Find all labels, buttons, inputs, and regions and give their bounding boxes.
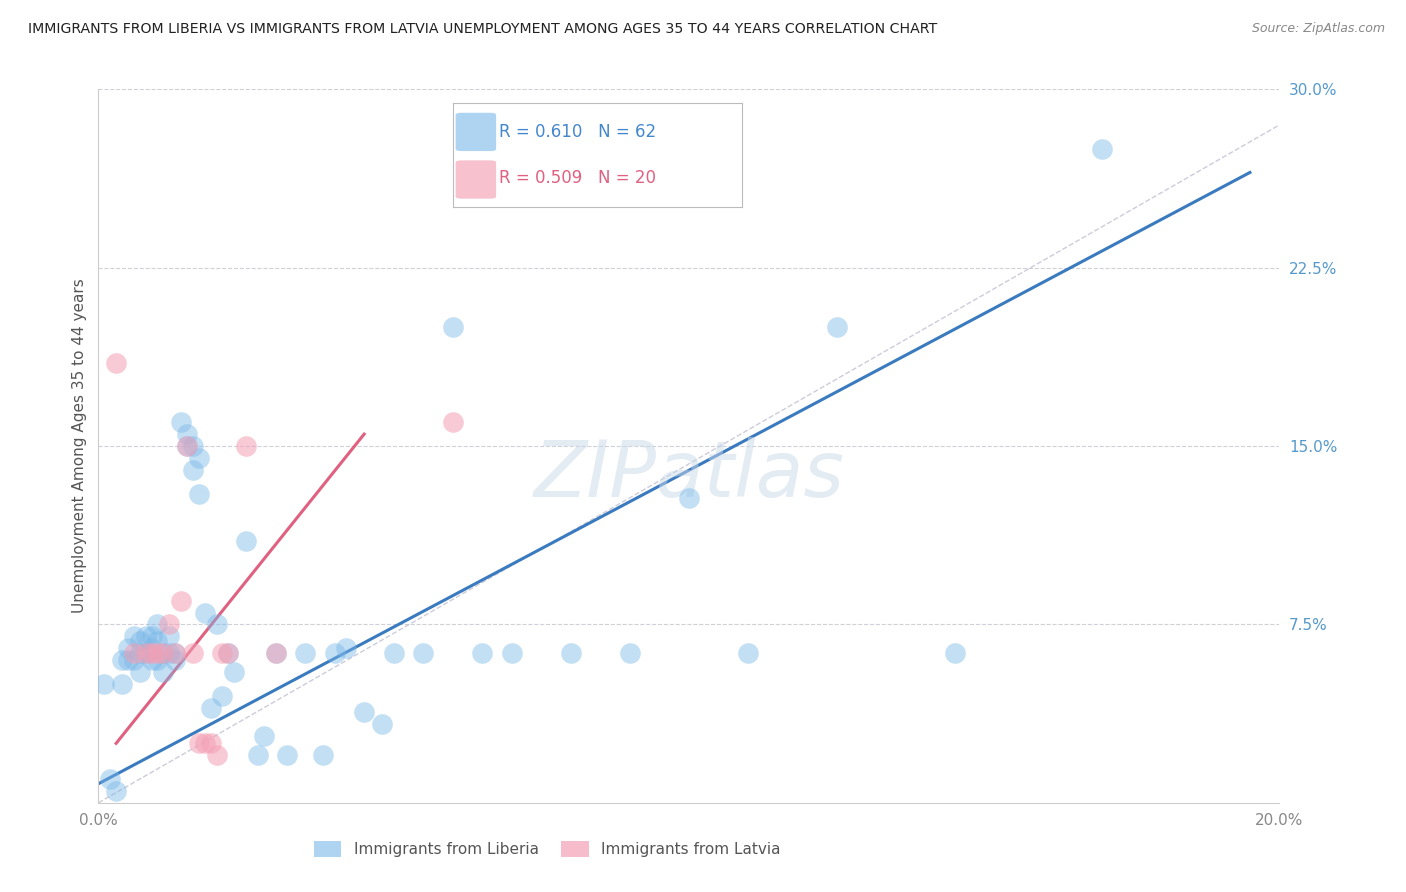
Text: IMMIGRANTS FROM LIBERIA VS IMMIGRANTS FROM LATVIA UNEMPLOYMENT AMONG AGES 35 TO : IMMIGRANTS FROM LIBERIA VS IMMIGRANTS FR… xyxy=(28,22,938,37)
Point xyxy=(211,646,233,660)
Point xyxy=(187,486,209,500)
Point xyxy=(335,641,357,656)
Point xyxy=(176,439,198,453)
Point xyxy=(371,717,394,731)
Point xyxy=(323,646,346,660)
Point xyxy=(152,646,174,660)
Point xyxy=(135,646,157,660)
Text: ZIPatlas: ZIPatlas xyxy=(533,436,845,513)
Point xyxy=(141,629,163,643)
Point xyxy=(98,772,121,786)
Point xyxy=(217,646,239,660)
Point xyxy=(825,320,848,334)
Point xyxy=(141,646,163,660)
Point xyxy=(382,646,405,660)
Point xyxy=(181,463,204,477)
Point xyxy=(187,450,209,465)
Point xyxy=(211,689,233,703)
Point xyxy=(501,646,523,660)
Point xyxy=(181,439,204,453)
Point xyxy=(122,629,145,643)
Point xyxy=(93,677,115,691)
Text: Source: ZipAtlas.com: Source: ZipAtlas.com xyxy=(1251,22,1385,36)
Point xyxy=(678,491,700,506)
Y-axis label: Unemployment Among Ages 35 to 44 years: Unemployment Among Ages 35 to 44 years xyxy=(72,278,87,614)
Point xyxy=(135,629,157,643)
Point xyxy=(122,646,145,660)
Point xyxy=(253,729,276,743)
Point xyxy=(117,653,139,667)
Point xyxy=(105,356,128,370)
Point xyxy=(200,736,222,750)
Point xyxy=(157,629,180,643)
Point xyxy=(141,641,163,656)
Point xyxy=(111,677,134,691)
Point xyxy=(412,646,434,660)
Point xyxy=(146,617,169,632)
Point xyxy=(353,706,375,720)
Point xyxy=(141,653,163,667)
Point xyxy=(441,320,464,334)
Point xyxy=(224,665,246,679)
Point xyxy=(200,700,222,714)
Point xyxy=(235,439,257,453)
Point xyxy=(441,415,464,429)
Point xyxy=(194,606,217,620)
Legend: Immigrants from Liberia, Immigrants from Latvia: Immigrants from Liberia, Immigrants from… xyxy=(308,835,787,863)
Point xyxy=(217,646,239,660)
Point xyxy=(312,748,335,763)
Point xyxy=(170,593,193,607)
Point xyxy=(157,646,180,660)
Point xyxy=(176,427,198,442)
Point xyxy=(165,653,187,667)
Point xyxy=(235,534,257,549)
Point xyxy=(157,617,180,632)
Point xyxy=(117,641,139,656)
Point xyxy=(181,646,204,660)
Point xyxy=(152,665,174,679)
Point xyxy=(152,646,174,660)
Point xyxy=(205,617,228,632)
Point xyxy=(264,646,287,660)
Point xyxy=(276,748,298,763)
Point xyxy=(194,736,217,750)
Point xyxy=(128,646,150,660)
Point xyxy=(170,415,193,429)
Point xyxy=(1091,142,1114,156)
Point xyxy=(619,646,641,660)
Point xyxy=(176,439,198,453)
Point xyxy=(264,646,287,660)
Point xyxy=(943,646,966,660)
Point xyxy=(165,646,187,660)
Point xyxy=(560,646,582,660)
Point xyxy=(737,646,759,660)
Point xyxy=(135,646,157,660)
Point xyxy=(146,653,169,667)
Point xyxy=(128,665,150,679)
Point xyxy=(294,646,316,660)
Point xyxy=(128,634,150,648)
Point xyxy=(165,646,187,660)
Point xyxy=(105,784,128,798)
Point xyxy=(246,748,269,763)
Point xyxy=(187,736,209,750)
Point xyxy=(205,748,228,763)
Point xyxy=(146,634,169,648)
Point xyxy=(111,653,134,667)
Point xyxy=(146,646,169,660)
Point xyxy=(122,653,145,667)
Point xyxy=(471,646,494,660)
